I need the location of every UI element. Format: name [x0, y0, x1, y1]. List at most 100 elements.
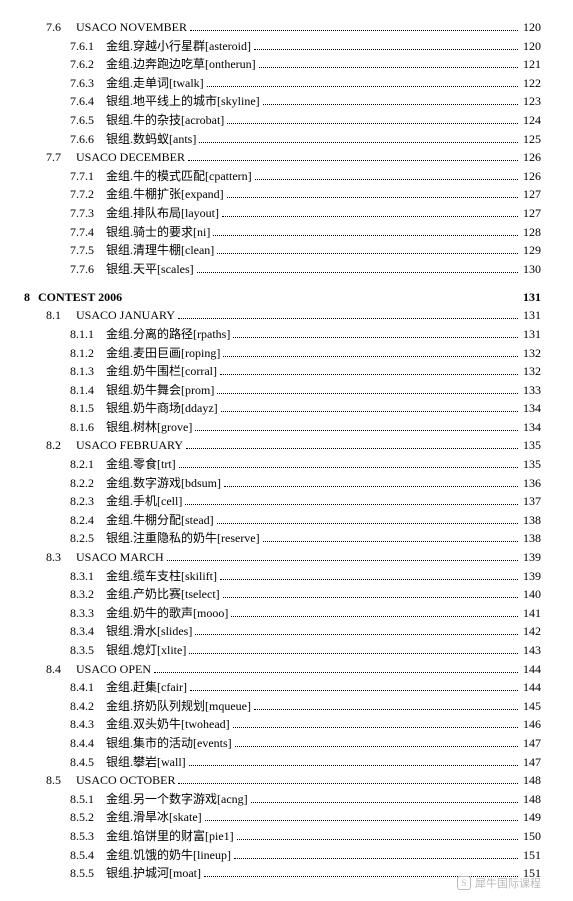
- chapter-number: 8: [24, 290, 38, 305]
- toc-page: 129: [521, 241, 541, 260]
- toc-label: 金组.双头奶牛[twohead]: [106, 715, 230, 734]
- toc-page: 132: [521, 344, 541, 363]
- toc-number: 7.6.5: [70, 111, 106, 130]
- toc-leader-dots: [259, 67, 518, 68]
- toc-number: 8.3.3: [70, 604, 106, 623]
- toc-line: 8.3.5银组.熄灯[xlite]143: [24, 641, 541, 660]
- toc-leader-dots: [222, 216, 518, 217]
- toc-label: 金组.分离的路径[rpaths]: [106, 325, 230, 344]
- toc-label: 银组.注重隐私的奶牛[reserve]: [106, 529, 260, 548]
- toc-leader-dots: [195, 634, 518, 635]
- chapter-label: CONTEST 2006: [38, 290, 523, 305]
- toc-line: 7.6USACO NOVEMBER120: [24, 18, 541, 37]
- toc-number: 8.1.2: [70, 344, 106, 363]
- toc-leader-dots: [197, 272, 518, 273]
- toc-line: 8.1USACO JANUARY131: [24, 306, 541, 325]
- toc-line: 8.4.5银组.攀岩[wall] 147: [24, 753, 541, 772]
- toc-leader-dots: [207, 86, 518, 87]
- toc-number: 8.3.2: [70, 585, 106, 604]
- toc-line: 7.6.1金组.穿越小行星群[asteroid]120: [24, 37, 541, 56]
- toc-label: 银组.天平[scales]: [106, 260, 194, 279]
- toc-page: 147: [521, 734, 541, 753]
- toc-number: 8.5.3: [70, 827, 106, 846]
- toc-label: USACO FEBRUARY: [76, 436, 183, 455]
- toc-label: 金组.缆车支柱[skilift]: [106, 567, 217, 586]
- toc-leader-dots: [217, 253, 518, 254]
- toc-number: 8.3.5: [70, 641, 106, 660]
- toc-line: 8.2.2金组.数字游戏[bdsum]136: [24, 474, 541, 493]
- toc-page: 131: [521, 306, 541, 325]
- toc-leader-dots: [220, 579, 518, 580]
- toc-leader-dots: [233, 337, 518, 338]
- toc-page: 122: [521, 74, 541, 93]
- toc-leader-dots: [233, 727, 518, 728]
- toc-number: 7.7.1: [70, 167, 106, 186]
- toc-leader-dots: [188, 160, 518, 161]
- toc-number: 8.4.1: [70, 678, 106, 697]
- toc-line: 7.6.4银组.地平线上的城市[skyline]123: [24, 92, 541, 111]
- watermark: S 犀牛国际课程: [457, 875, 541, 891]
- toc-leader-dots: [217, 393, 518, 394]
- toc-line: 8.1.3金组.奶牛围栏[corral]132: [24, 362, 541, 381]
- toc-label: 金组.排队布局[layout]: [106, 204, 219, 223]
- toc-section-7: 7.6USACO NOVEMBER1207.6.1金组.穿越小行星群[aster…: [24, 18, 541, 278]
- toc-page: 123: [521, 92, 541, 111]
- toc-number: 7.6.1: [70, 37, 106, 56]
- toc-label: 银组.集市的活动[events]: [106, 734, 232, 753]
- toc-page: 134: [521, 399, 541, 418]
- toc-page: 133: [521, 381, 541, 400]
- toc-label: 银组.清理牛棚[clean]: [106, 241, 214, 260]
- toc-leader-dots: [235, 746, 518, 747]
- toc-line: 8.1.4银组.奶牛舞会[prom]133: [24, 381, 541, 400]
- toc-page: 121: [521, 55, 541, 74]
- toc-number: 7.6.3: [70, 74, 106, 93]
- toc-page: 127: [521, 204, 541, 223]
- toc-page: 141: [521, 604, 541, 623]
- toc-label: 金组.牛棚扩张[expand]: [106, 185, 224, 204]
- toc-leader-dots: [254, 49, 518, 50]
- toc-number: 8.4.5: [70, 753, 106, 772]
- toc-number: 8.2.3: [70, 492, 106, 511]
- toc-number: 8.1.3: [70, 362, 106, 381]
- toc-page: 135: [521, 436, 541, 455]
- toc-line: 8.2.1金组.零食[trt]135: [24, 455, 541, 474]
- toc-label: 金组.奶牛围栏[corral]: [106, 362, 217, 381]
- toc-number: 8.1.1: [70, 325, 106, 344]
- toc-line: 8.2.3金组.手机[cell]137: [24, 492, 541, 511]
- toc-line: 8.2.4金组.牛棚分配[stead]138: [24, 511, 541, 530]
- toc-label: 银组.树林[grove]: [106, 418, 192, 437]
- toc-leader-dots: [227, 197, 518, 198]
- watermark-text: 犀牛国际课程: [475, 875, 541, 891]
- toc-number: 7.7.5: [70, 241, 106, 260]
- toc-page: 147: [521, 753, 541, 772]
- chapter-page: 131: [523, 290, 541, 305]
- toc-line: 8.3.2金组.产奶比赛[tselect]140: [24, 585, 541, 604]
- toc-leader-dots: [231, 616, 518, 617]
- toc-line: 7.6.2金组.边奔跑边吃草[ontherun]121: [24, 55, 541, 74]
- toc-label: USACO OPEN: [76, 660, 151, 679]
- toc-number: 8.3.1: [70, 567, 106, 586]
- toc-number: 7.7.4: [70, 223, 106, 242]
- toc-page: 145: [521, 697, 541, 716]
- toc-section-8: 8.1USACO JANUARY1318.1.1金组.分离的路径[rpaths]…: [24, 306, 541, 882]
- toc-page: 128: [521, 223, 541, 242]
- toc-number: 7.6.6: [70, 130, 106, 149]
- toc-label: USACO MARCH: [76, 548, 164, 567]
- toc-line: 8.3USACO MARCH139: [24, 548, 541, 567]
- toc-label: USACO NOVEMBER: [76, 18, 187, 37]
- toc-page: 127: [521, 185, 541, 204]
- toc-line: 8.5USACO OCTOBER148: [24, 771, 541, 790]
- toc-leader-dots: [237, 839, 518, 840]
- toc-number: 8.1.5: [70, 399, 106, 418]
- toc-leader-dots: [186, 448, 518, 449]
- toc-label: 银组.攀岩[wall]: [106, 753, 186, 772]
- toc-number: 8.1.4: [70, 381, 106, 400]
- toc-page: 144: [521, 678, 541, 697]
- toc-label: USACO OCTOBER: [76, 771, 175, 790]
- toc-page: 148: [521, 790, 541, 809]
- toc-label: 银组.奶牛商场[ddayz]: [106, 399, 218, 418]
- toc-leader-dots: [213, 235, 518, 236]
- toc-number: 8.4.3: [70, 715, 106, 734]
- toc-line: 8.3.4银组.滑水[slides]142: [24, 622, 541, 641]
- toc-label: USACO JANUARY: [76, 306, 175, 325]
